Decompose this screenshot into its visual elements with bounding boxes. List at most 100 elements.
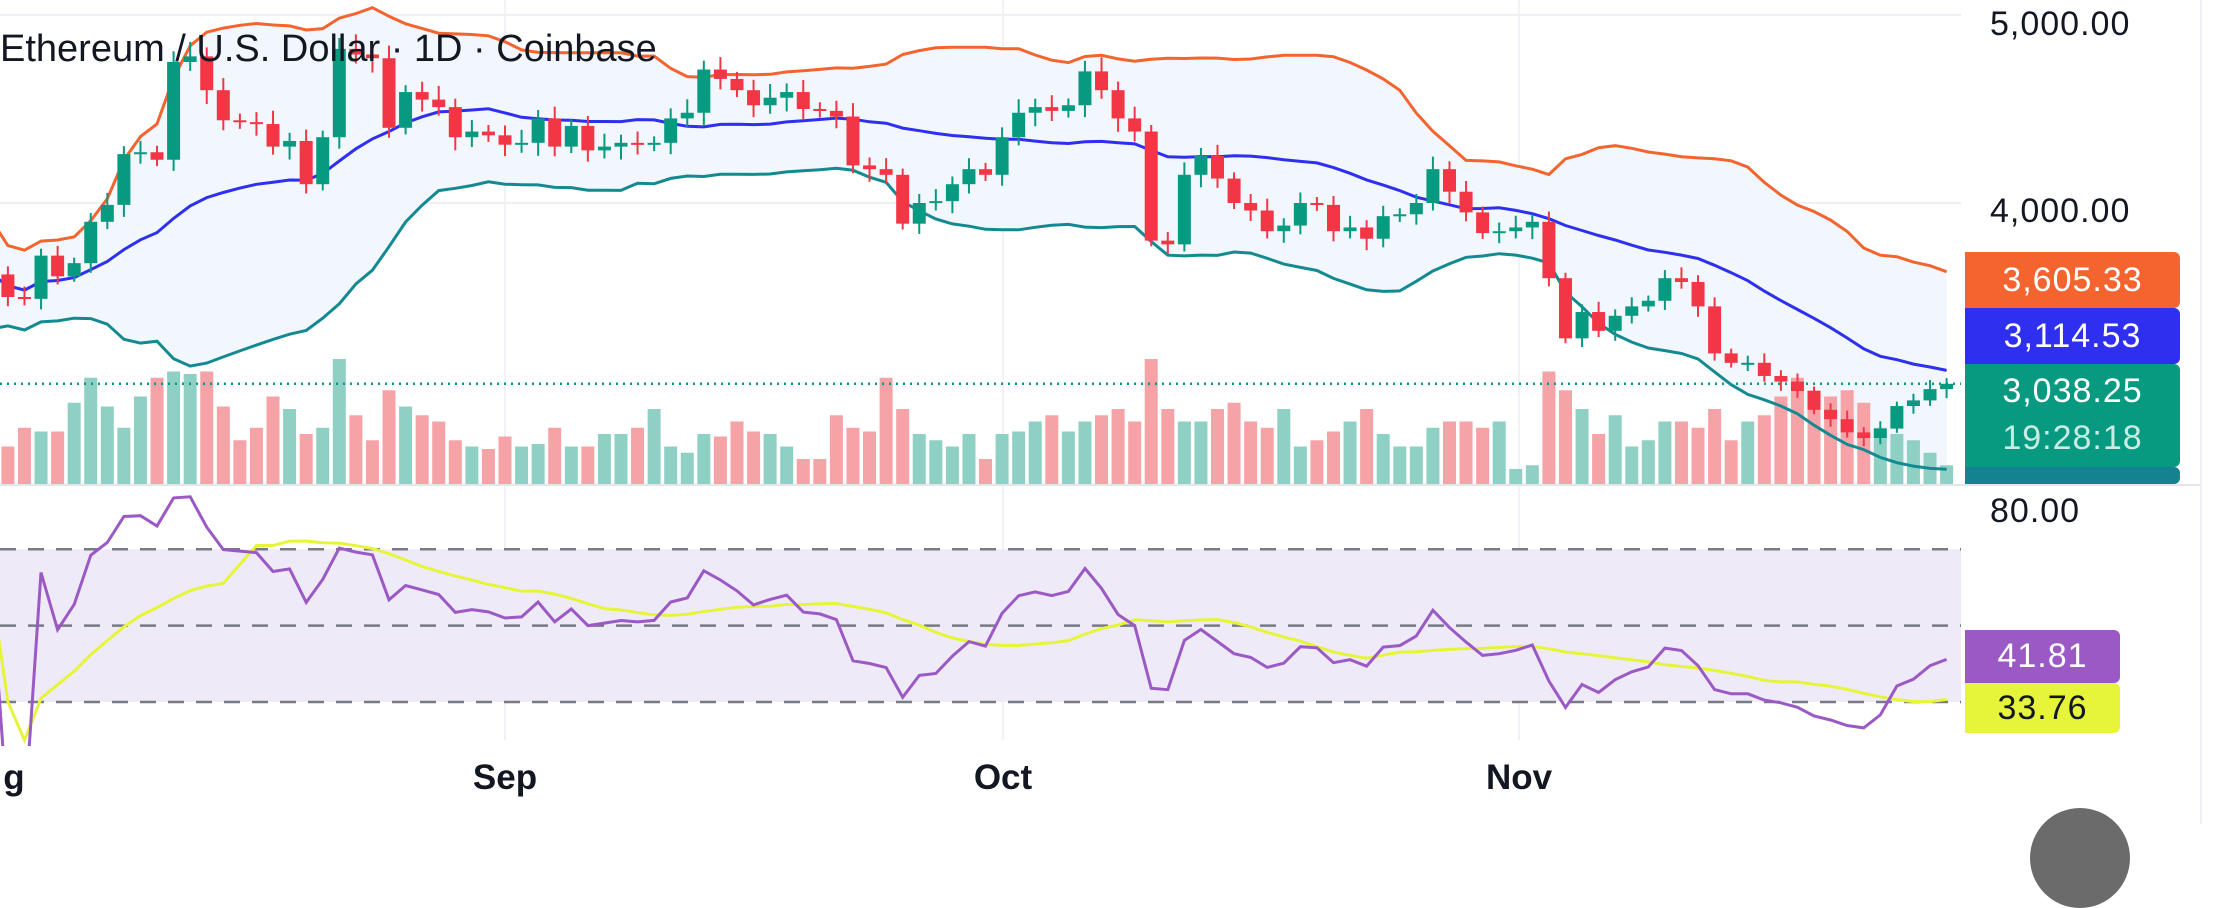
volume-bar — [1211, 409, 1225, 484]
candle-body — [1177, 174, 1191, 245]
candle-body — [100, 204, 114, 222]
candle-body — [167, 62, 181, 160]
last-price-tag: 3,038.25 19:28:18 — [1965, 364, 2180, 467]
candle-body — [1393, 214, 1407, 217]
candle-body — [1575, 312, 1589, 339]
candle-body — [1260, 210, 1274, 232]
bollinger-upper-line — [0, 5, 1948, 274]
candle-body — [283, 140, 297, 147]
volume-bar — [813, 459, 827, 484]
last-price-value: 3,038.25 — [2002, 372, 2143, 410]
candle-body — [1525, 221, 1539, 228]
volume-bar — [1012, 431, 1026, 484]
candle-body — [581, 125, 595, 151]
candle-body — [597, 146, 611, 151]
volume-bar — [1724, 440, 1738, 484]
bb-basis-tag: 3,114.53 — [1965, 308, 2180, 364]
volume-bar — [747, 431, 761, 484]
candle-body — [1128, 118, 1142, 132]
candle-body — [266, 124, 280, 147]
candle-body — [1, 274, 15, 297]
candle-body — [1807, 391, 1821, 410]
volume-bar — [100, 406, 114, 484]
bb-lower-tag — [1965, 467, 2180, 484]
volume-bar — [67, 402, 81, 484]
volume-bar — [912, 434, 926, 484]
candle-body — [1774, 375, 1788, 382]
candle-body — [531, 118, 545, 143]
volume-bar — [498, 436, 512, 484]
volume-bar — [1028, 421, 1042, 484]
volume-bar — [614, 434, 628, 484]
volume-bar — [697, 434, 711, 484]
candle-body — [1194, 156, 1208, 175]
price-pane — [0, 5, 1961, 484]
volume-bar — [465, 446, 479, 484]
right-edge-divider — [2200, 0, 2202, 824]
candle-body — [979, 169, 993, 175]
volume-bar — [846, 427, 860, 484]
volume-bar — [1409, 446, 1423, 484]
candle-body — [1045, 107, 1059, 111]
volume-bar — [680, 452, 694, 484]
volume-bar — [1, 446, 15, 484]
candle-body — [1708, 306, 1722, 354]
candle-body — [1608, 315, 1622, 331]
volume-bar — [548, 427, 562, 484]
rsi-tag: 41.81 — [1965, 630, 2120, 683]
volume-bar — [1625, 446, 1639, 484]
rsi-axis-label-80: 80.00 — [1990, 492, 2081, 530]
candle-body — [1691, 281, 1705, 307]
volume-bar — [713, 436, 727, 484]
candle-body — [1161, 240, 1175, 245]
candle-body — [1244, 203, 1258, 211]
volume-bar — [1608, 415, 1622, 484]
candle-body — [481, 131, 495, 136]
volume-bar — [1708, 409, 1722, 484]
candle-body — [415, 92, 429, 100]
candle-body — [117, 154, 131, 205]
volume-bar — [332, 359, 346, 484]
date-label-aug: g — [3, 758, 25, 797]
volume-bar — [51, 431, 65, 484]
candle-body — [1625, 306, 1639, 316]
volume-bar — [1144, 359, 1158, 484]
volume-bar — [266, 396, 280, 484]
volume-bar — [1492, 421, 1506, 484]
date-label-oct: Oct — [973, 758, 1033, 797]
volume-bar — [1509, 469, 1523, 484]
volume-bar — [1890, 434, 1904, 484]
floating-action-button[interactable] — [2030, 808, 2130, 908]
candle-body — [316, 137, 330, 185]
candle-body — [1227, 178, 1241, 203]
volume-bar — [283, 409, 297, 484]
candle-body — [713, 69, 727, 79]
candle-body — [1509, 227, 1523, 232]
volume-bar — [879, 377, 893, 484]
volume-bar — [1045, 415, 1059, 484]
bollinger-fill — [0, 7, 1947, 470]
volume-bar — [365, 440, 379, 484]
volume-bar — [1078, 421, 1092, 484]
candle-body — [365, 54, 379, 59]
volume-bar — [216, 406, 230, 484]
volume-bar — [1177, 421, 1191, 484]
rsi-line — [0, 495, 1948, 746]
volume-bar — [664, 446, 678, 484]
volume-bar — [796, 459, 810, 484]
candle-body — [929, 201, 943, 204]
volume-bar — [829, 415, 843, 484]
candle-body — [730, 78, 744, 91]
bb-upper-tag: 3,605.33 — [1965, 252, 2180, 308]
candle-body — [1542, 221, 1556, 279]
candle-body — [448, 107, 462, 138]
volume-bar — [1691, 427, 1705, 484]
chart-canvas[interactable] — [0, 0, 2220, 824]
candle-body — [813, 109, 827, 111]
volume-bar — [1293, 446, 1307, 484]
volume-bar — [1592, 434, 1606, 484]
volume-bar — [564, 446, 578, 484]
volume-bar — [1575, 409, 1589, 484]
candle-body — [515, 142, 529, 145]
candle-body — [995, 137, 1009, 175]
